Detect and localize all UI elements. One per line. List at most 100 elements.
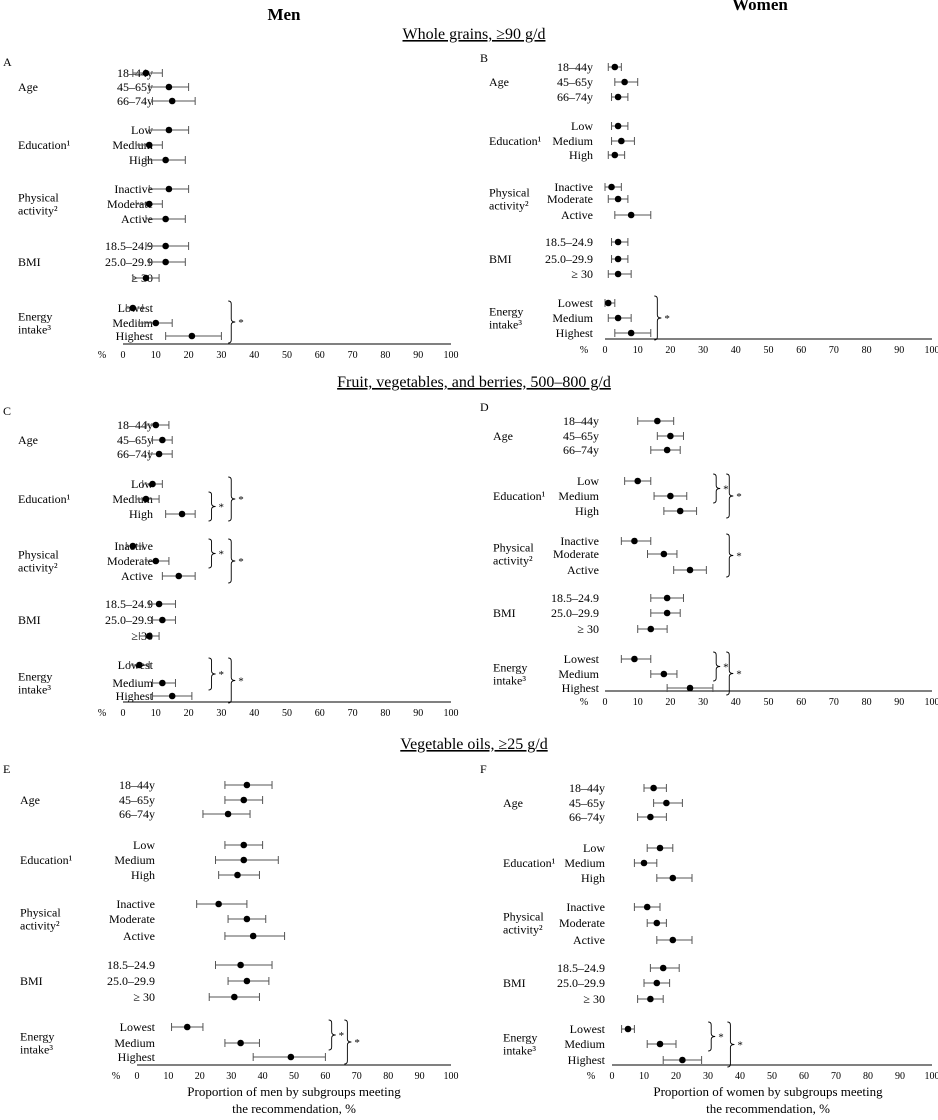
panel-b: B% 0 10 20 30 40 50 60 70 80 90 100 Age 18–44y45–65y6… (480, 51, 938, 356)
subgroup-label: High (129, 153, 153, 167)
subgroup-label: Moderate (109, 912, 155, 926)
point-estimate (243, 781, 251, 789)
group-label: Age (18, 433, 38, 447)
group-label: Education¹ (20, 853, 73, 867)
x-tick-label: 10 (151, 350, 161, 361)
subgroup-label: 18.5–24.9 (105, 239, 153, 253)
point-estimate (224, 810, 232, 818)
point-estimate (624, 1025, 632, 1033)
group-label: Age (493, 429, 513, 443)
subgroup-label: Inactive (116, 897, 155, 911)
point-estimate (165, 126, 173, 134)
point-estimate (231, 993, 238, 1001)
x-tick-label: 80 (862, 697, 872, 708)
point-estimate (614, 314, 622, 322)
point-estimate (237, 961, 244, 969)
group-label: activity² (489, 199, 529, 213)
significance-bracket (208, 538, 216, 569)
subgroup-label: Moderate (547, 192, 593, 206)
point-estimate (614, 255, 622, 263)
panel-letter: A (3, 55, 12, 69)
point-estimate (614, 195, 622, 203)
subgroup-label: Highest (118, 1050, 156, 1064)
column-header-men: Men (267, 5, 301, 24)
x-tick-label: 100 (925, 697, 938, 708)
x-axis-unit-label: % (98, 350, 106, 361)
x-tick-label: 70 (352, 1071, 362, 1082)
group-label: activity² (503, 923, 543, 937)
group-label: BMI (489, 252, 512, 266)
significance-bracket (654, 295, 662, 341)
group-label: Age (503, 796, 523, 810)
subgroup-label: 18–44y (119, 778, 155, 792)
point-estimate (653, 979, 661, 987)
panel-c: C% 0 10 20 30 40 50 60 70 80 90 100 Age 18–44y45–65y6… (3, 404, 459, 719)
point-estimate (663, 594, 671, 602)
subgroup-label: Low (583, 841, 605, 855)
subgroup-label: Medium (564, 1037, 605, 1051)
subgroup-label: Lowest (558, 296, 594, 310)
x-tick-label: 0 (121, 350, 126, 361)
column-header-women: Women (732, 0, 788, 14)
subgroup-label: Medium (558, 489, 599, 503)
x-tick-label: 0 (603, 345, 608, 356)
subgroup-label: 18–44y (563, 414, 599, 428)
x-tick-label: 80 (863, 1071, 873, 1082)
x-axis-unit-label: % (587, 1071, 595, 1082)
point-estimate (237, 1039, 244, 1047)
section-title-whole-grains: Whole grains, ≥90 g/d (403, 26, 546, 43)
subgroup-label: Moderate (553, 547, 599, 561)
point-estimate (611, 63, 619, 71)
group-label: intake³ (20, 1043, 53, 1057)
point-estimate (165, 185, 173, 193)
group-label: Energy (489, 305, 523, 319)
group-label: BMI (493, 606, 516, 620)
panel-letter: B (480, 51, 488, 65)
x-tick-label: 60 (320, 1071, 330, 1082)
point-estimate (159, 616, 166, 624)
point-estimate (145, 141, 153, 149)
x-tick-label: 40 (258, 1071, 268, 1082)
x-tick-label: 20 (665, 345, 675, 356)
subgroup-label: Active (121, 212, 153, 226)
x-tick-label: 20 (184, 350, 194, 361)
point-estimate (647, 813, 654, 821)
subgroup-label: Low (571, 119, 593, 133)
significance-star: * (736, 491, 742, 503)
significance-bracket (228, 476, 236, 522)
subgroup-label: 18.5–24.9 (105, 597, 153, 611)
group-label: activity² (18, 561, 58, 575)
subgroup-label: Inactive (114, 182, 153, 196)
subgroup-label: Low (131, 123, 153, 137)
x-tick-label: 90 (895, 1071, 905, 1082)
point-estimate (621, 78, 628, 86)
x-tick-label: 60 (799, 1071, 809, 1082)
significance-bracket (708, 1021, 716, 1052)
x-tick-label: 30 (698, 345, 708, 356)
subgroup-label: Low (131, 477, 153, 491)
x-tick-label: 30 (698, 697, 708, 708)
group-label: intake³ (503, 1044, 536, 1058)
x-tick-label: 80 (380, 350, 390, 361)
point-estimate (234, 871, 241, 879)
subgroup-label: ≥ 30 (577, 622, 599, 636)
x-tick-label: 50 (764, 345, 774, 356)
group-label: activity² (493, 554, 533, 568)
subgroup-label: 45–65y (117, 80, 153, 94)
x-tick-label: 60 (315, 708, 325, 719)
group-label: BMI (18, 613, 41, 627)
point-estimate (667, 492, 674, 500)
point-estimate (618, 137, 625, 145)
group-label: intake³ (18, 683, 51, 697)
point-estimate (129, 304, 137, 312)
x-tick-label: 20 (195, 1071, 205, 1082)
point-estimate (152, 557, 160, 565)
x-tick-label: 90 (413, 708, 423, 719)
group-label: Education¹ (18, 492, 71, 506)
subgroup-label: 45–65y (117, 433, 153, 447)
subgroup-label: 45–65y (119, 793, 155, 807)
point-estimate (627, 211, 635, 219)
subgroup-label: Medium (112, 138, 153, 152)
x-tick-label: 100 (444, 708, 459, 719)
point-estimate (663, 446, 671, 454)
